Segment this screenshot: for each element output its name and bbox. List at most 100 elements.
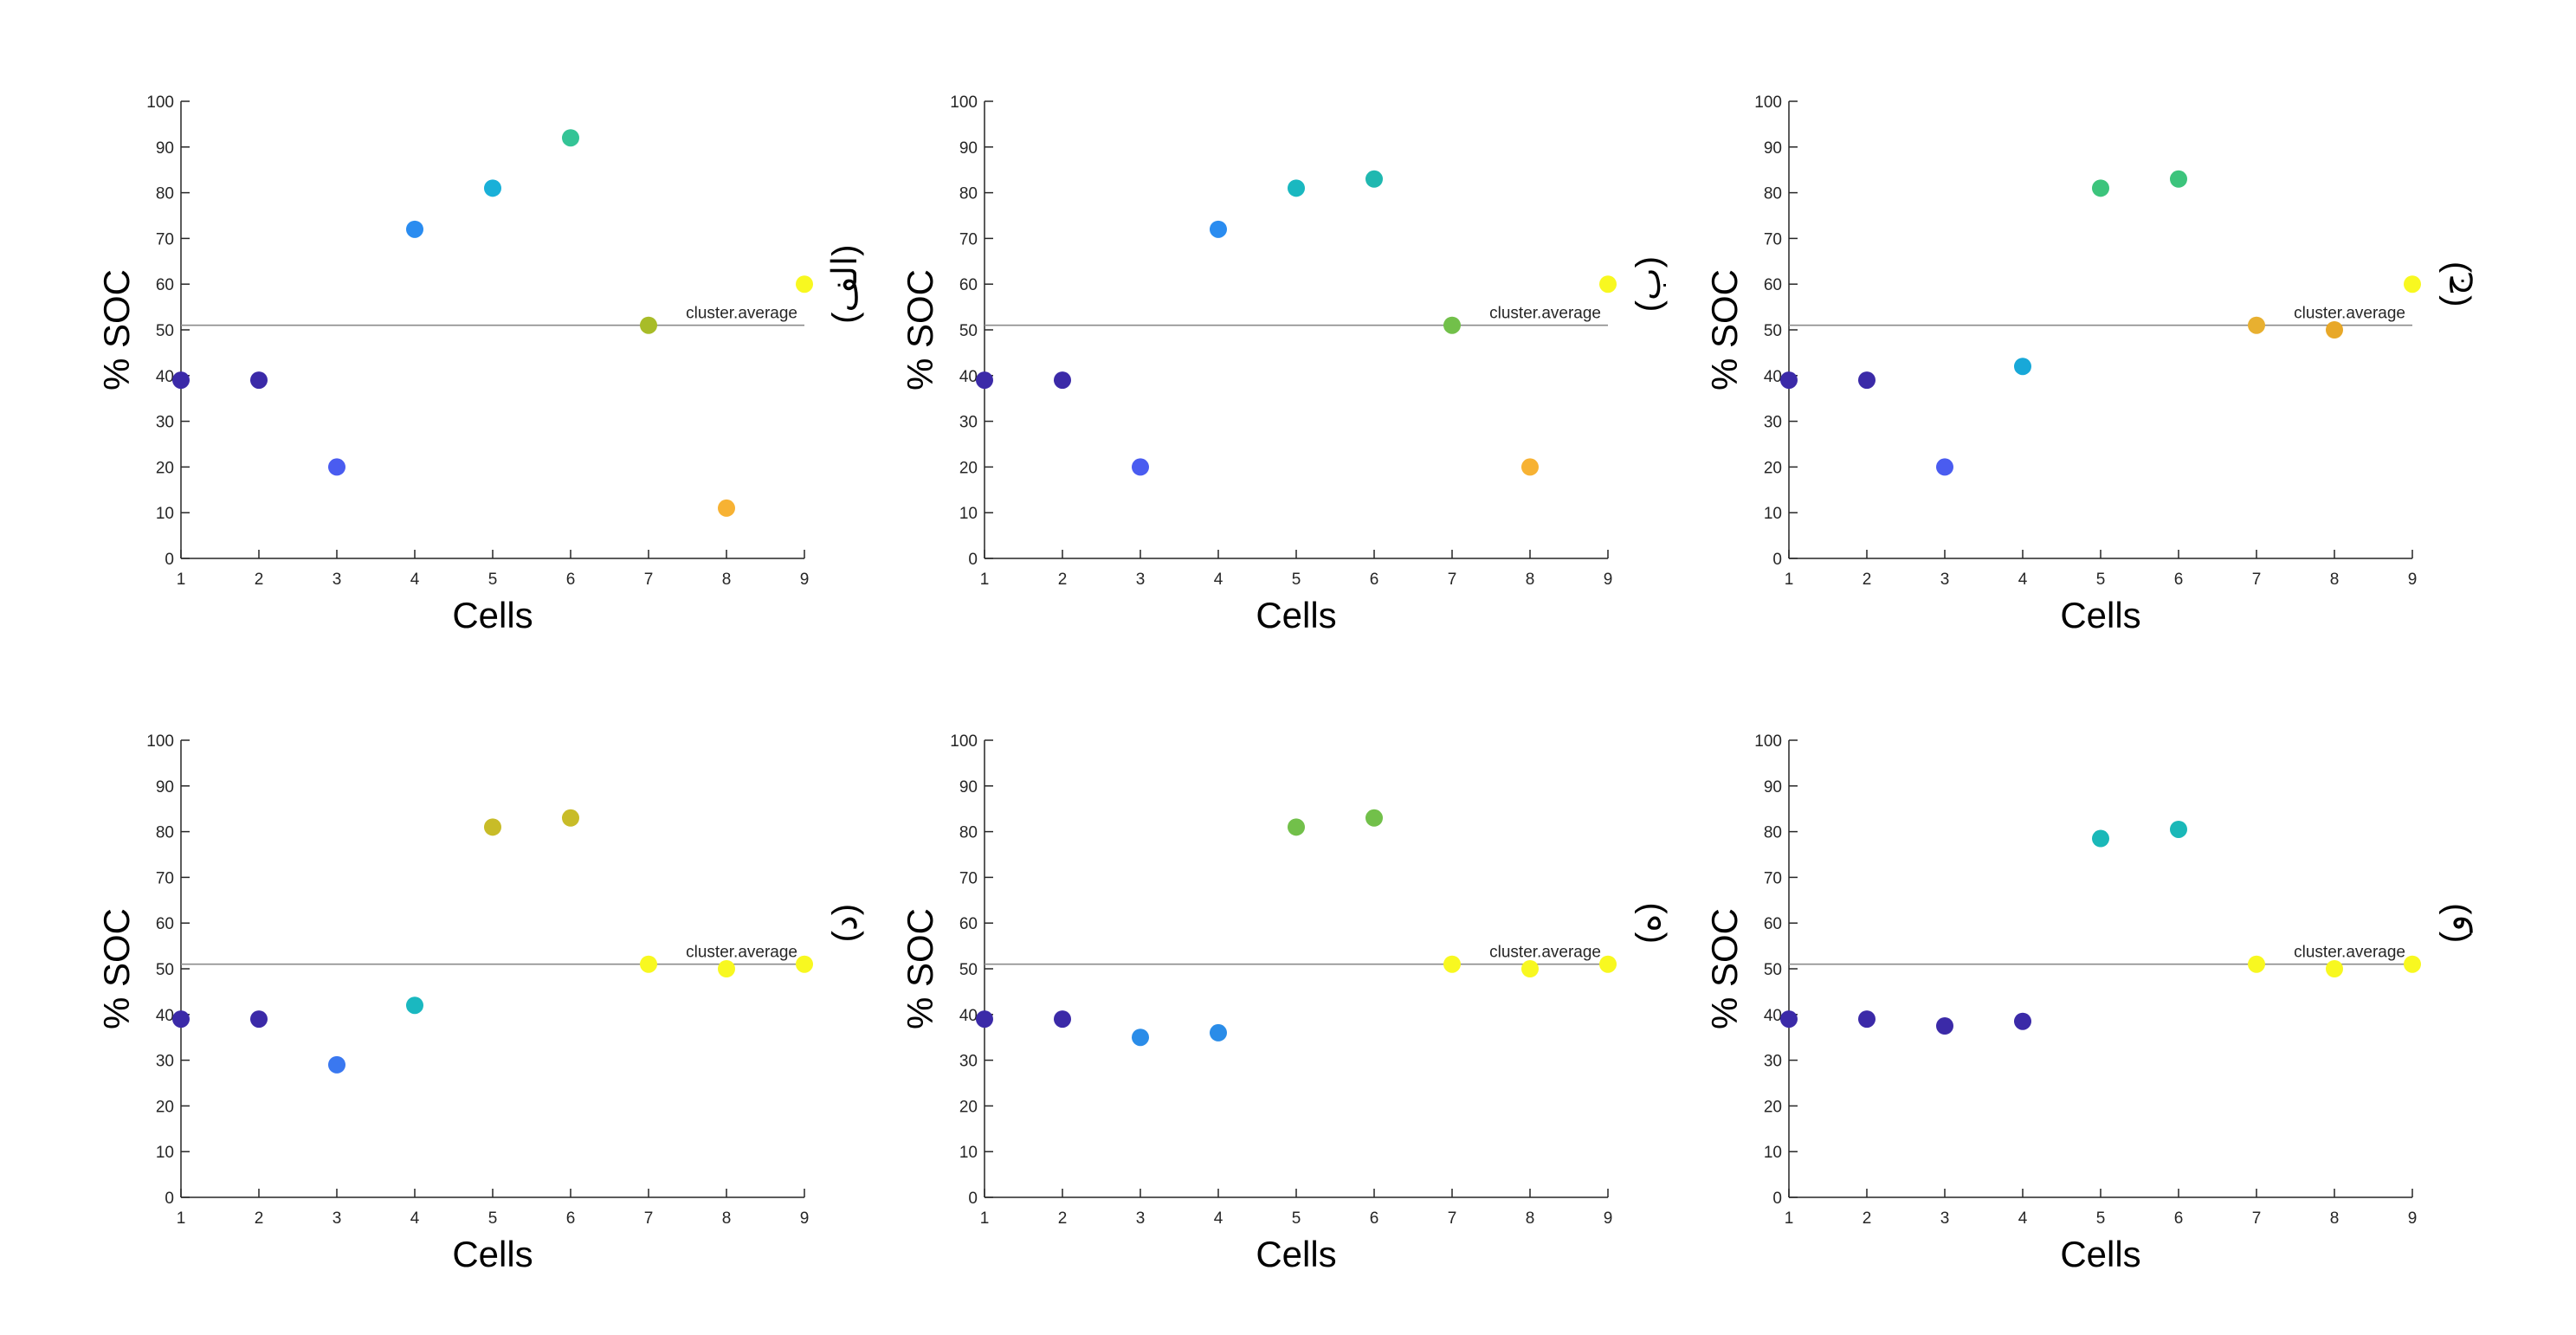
chart-4-y-axis-label: % SOC [96,908,137,1029]
chart-2-x-tick-label: 2 [1058,571,1068,589]
chart-1-x-tick-label: 9 [800,571,810,589]
chart-1-point [328,458,345,476]
chart-5-point [1132,1029,1149,1047]
chart-6-y-tick-label: 40 [1764,1007,1782,1025]
chart-6-x-tick-label: 8 [2330,1209,2340,1228]
chart-4-point [172,1010,190,1029]
chart-5-x-tick-label: 5 [1292,1209,1301,1228]
chart-2-point [1054,371,1071,390]
chart-6-x-tick-label: 3 [1940,1209,1950,1228]
chart-2-panel: 1 2 3 4 5 6 7 8 90102030405060708090100cluster.a… [900,94,1668,635]
chart-3-point [2404,275,2421,293]
chart-3-point [1858,371,1876,390]
chart-4-y-tick-label: 0 [165,1190,174,1208]
chart-4-x-tick-label: 9 [800,1209,810,1228]
chart-3-reference-label: cluster.average [2294,305,2405,323]
chart-6-x-tick-label: 2 [1863,1209,1872,1228]
chart-5-point [1599,955,1617,973]
chart-4-x-tick-label: 5 [488,1209,498,1228]
chart-4-panel: 1 2 3 4 5 6 7 8 90102030405060708090100cluster.a… [96,732,864,1274]
chart-4-x-tick-label: 7 [644,1209,654,1228]
chart-2-point [1132,458,1149,476]
chart-5-y-tick-label: 50 [959,961,978,979]
chart-6-x-axis-label: Cells [2060,1234,2140,1274]
chart-4-x-tick-label: 2 [255,1209,264,1228]
chart-1-point [406,220,423,238]
chart-4-point [250,1010,268,1029]
chart-2-y-axis-label: % SOC [900,269,940,390]
chart-3-y-tick-label: 70 [1764,230,1782,248]
chart-5-x-tick-label: 4 [1214,1209,1223,1228]
chart-1-point [718,499,735,517]
chart-4-point [328,1055,345,1074]
chart-5-x-tick-label: 2 [1058,1209,1068,1228]
chart-2-reference-label: cluster.average [1489,305,1601,323]
chart-2-point [1288,179,1305,197]
chart-4-y-tick-label: 30 [156,1053,174,1071]
chart-6-point [1858,1010,1876,1029]
chart-2-y-tick-label: 80 [959,185,978,203]
chart-2-x-tick-label: 6 [1370,571,1379,589]
chart-6-y-tick-label: 0 [1772,1190,1782,1208]
chart-2-y-tick-label: 40 [959,368,978,386]
chart-1-point [484,179,501,197]
chart-5-y-tick-label: 30 [959,1053,978,1071]
chart-4-reference-label: cluster.average [686,944,797,962]
chart-2-panel-label: (ب) [1630,256,1668,312]
chart-4-y-tick-label: 90 [156,778,174,796]
chart-1-x-axis-label: Cells [452,595,533,635]
chart-1-point [796,275,813,293]
chart-2-x-tick-label: 8 [1526,571,1535,589]
chart-1-point [250,371,268,390]
chart-5-reference-label: cluster.average [1489,944,1601,962]
chart-2-y-tick-label: 100 [950,94,978,112]
chart-5-x-tick-label: 6 [1370,1209,1379,1228]
chart-2-point [1443,316,1461,334]
chart-1-y-tick-label: 90 [156,139,174,158]
chart-2-y-tick-label: 10 [959,505,978,523]
chart-5-point [1521,960,1539,977]
chart-3-x-tick-label: 2 [1863,571,1872,589]
chart-6-x-tick-label: 9 [2408,1209,2418,1228]
chart-3-point [2170,170,2187,188]
chart-4-y-tick-label: 20 [156,1098,174,1116]
chart-3-x-tick-label: 9 [2408,571,2418,589]
chart-6-point [2014,1012,2031,1030]
chart-2-x-axis-label: Cells [1256,595,1336,635]
chart-6-y-tick-label: 10 [1764,1144,1782,1162]
chart-6-point [2092,829,2109,848]
chart-5-point [976,1010,993,1029]
chart-4-y-tick-label: 50 [156,961,174,979]
chart-2-x-tick-label: 1 [980,571,990,589]
chart-5-y-tick-label: 80 [959,824,978,842]
chart-6-point [2248,955,2265,973]
chart-2-y-tick-label: 0 [968,551,978,569]
chart-3-point [2248,316,2265,334]
chart-6-y-tick-label: 90 [1764,778,1782,796]
chart-6-x-tick-label: 4 [2018,1209,2028,1228]
chart-6-x-tick-label: 7 [2252,1209,2262,1228]
chart-1-y-tick-label: 30 [156,414,174,432]
chart-4-point [718,960,735,977]
chart-2-y-tick-label: 30 [959,414,978,432]
chart-5-y-tick-label: 60 [959,915,978,933]
chart-3-y-tick-label: 0 [1772,551,1782,569]
chart-4-y-tick-label: 60 [156,915,174,933]
chart-1-panel: 1 2 3 4 5 6 7 8 90102030405060708090100cluster.a… [96,94,864,635]
chart-3-x-tick-label: 5 [2096,571,2106,589]
chart-5-point [1210,1023,1227,1042]
chart-4-point [562,809,579,827]
chart-2-y-tick-label: 20 [959,459,978,477]
chart-5-y-tick-label: 20 [959,1098,978,1116]
chart-5-y-tick-label: 40 [959,1007,978,1025]
chart-1-panel-label: (الف) [826,245,864,324]
chart-6-y-tick-label: 100 [1754,732,1782,751]
chart-3-point [2014,358,2031,376]
chart-2-y-tick-label: 60 [959,276,978,294]
chart-6-panel-label: (و) [2434,903,2473,943]
chart-1-point [172,371,190,390]
chart-4-x-tick-label: 3 [332,1209,342,1228]
chart-1-y-tick-label: 0 [165,551,174,569]
chart-3-y-tick-label: 20 [1764,459,1782,477]
chart-6-y-tick-label: 30 [1764,1053,1782,1071]
